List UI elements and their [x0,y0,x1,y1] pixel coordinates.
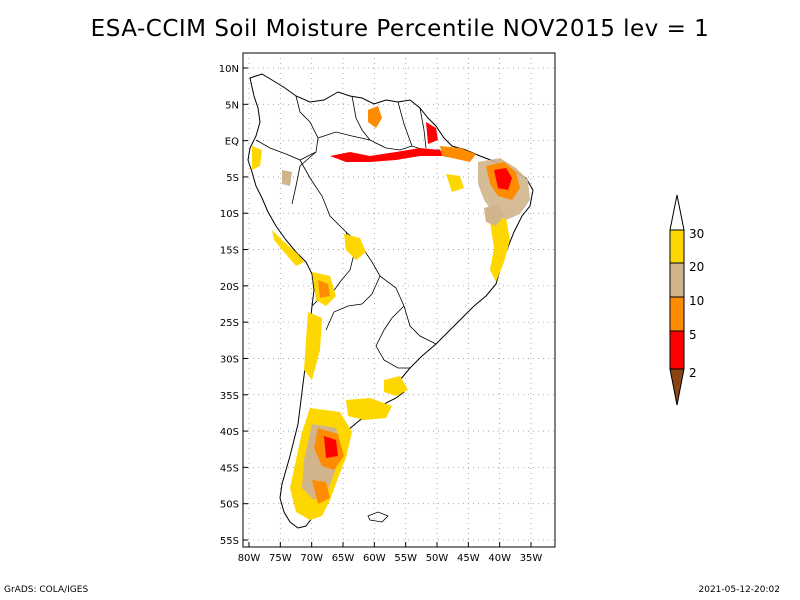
patch-interior-yellow-2 [446,174,464,192]
lat-label: 45S [220,463,239,474]
lat-label: 50S [220,500,239,511]
lat-label: 20S [220,282,239,293]
patch-guiana-red [426,122,438,144]
legend-level-label: 30 [689,227,704,241]
map-frame [242,52,556,548]
legend-level-label: 20 [689,260,704,274]
lon-label: 60W [363,553,386,564]
lon-label: 80W [238,553,261,564]
patch-patagonia-red [324,436,338,458]
lat-label: 35S [220,391,239,402]
footer-credit: GrADS: COLA/IGES [4,585,89,595]
lat-label: 10N [219,64,239,75]
legend-level-label: 5 [689,328,697,342]
lat-label: 5S [226,173,239,184]
latitude-labels: 10N 5N EQ 5S 10S 15S 20S 25S 30S 35S 40S 45S 50S 55S [219,64,248,547]
lon-label: 70W [300,553,323,564]
patch-east-coast-tan [484,204,504,226]
lat-label: 40S [220,427,239,438]
patch-chile-yellow [304,312,322,380]
legend-box-5-10 [669,296,685,332]
lon-label: 55W [394,553,417,564]
legend-box-20-30 [669,229,685,264]
lon-label: 75W [269,553,292,564]
lat-label: 30S [220,354,239,365]
lat-label: 10S [220,209,239,220]
footer-timestamp: 2021-05-12-20:02 [698,585,781,595]
lon-label: 35W [520,553,543,564]
patch-northwest-yellow [252,146,262,170]
legend-colorbar: 2 5 10 20 30 [669,194,704,406]
patch-peru-coast-yellow [272,230,304,266]
patch-northeast-brazil-red [494,168,512,190]
lon-label: 40W [488,553,511,564]
lat-label: EQ [225,137,239,148]
map-title: ESA-CCIM Soil Moisture Percentile NOV201… [90,16,710,42]
lon-label: 50W [426,553,449,564]
lat-label: 15S [220,246,239,257]
lat-label: 5N [225,100,239,111]
patch-patagonia-south-orange [312,480,330,504]
lat-label: 25S [220,318,239,329]
percentile-patches [252,106,530,520]
patch-amazon-strip-red [330,148,444,162]
patch-amazon-strip-orange [440,146,476,162]
legend-level-label: 10 [689,294,704,308]
patch-andes-orange [318,280,330,298]
falkland-islands-outline [367,511,389,523]
lon-label: 65W [332,553,355,564]
legend-labels: 2 5 10 20 30 [689,227,704,380]
legend-arrow-bottom [669,368,685,406]
legend-arrow-top [669,194,685,231]
legend-box-10-20 [669,262,685,298]
legend-box-2-5 [669,330,685,370]
patch-uruguay-yellow [384,376,408,396]
patch-east-coast-yellow [490,218,510,282]
map-panel [242,52,556,548]
patch-pampas-yellow [346,398,392,420]
patch-interior-yellow-1 [344,234,366,260]
lat-label: 55S [220,536,239,547]
legend-level-label: 2 [689,366,697,380]
country-borders [255,95,440,369]
longitude-labels: 80W 75W 70W 65W 60W 55W 50W 45W 40W 35W [238,542,543,564]
lon-label: 45W [457,553,480,564]
patch-northwest-tan [282,170,292,186]
patch-guiana-orange [368,106,382,128]
